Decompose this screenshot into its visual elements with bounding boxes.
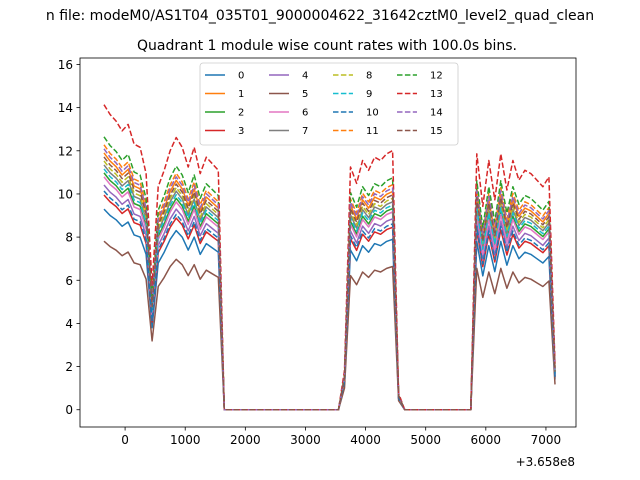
x-tick-label: 2000 bbox=[230, 433, 261, 447]
legend-label-13: 13 bbox=[430, 89, 443, 100]
x-tick-label: 3000 bbox=[290, 433, 321, 447]
legend-label-2: 2 bbox=[238, 108, 244, 119]
legend-label-4: 4 bbox=[302, 71, 308, 82]
legend-label-14: 14 bbox=[430, 108, 443, 119]
y-tick-label: 10 bbox=[58, 187, 73, 201]
legend-label-10: 10 bbox=[366, 108, 379, 119]
x-tick-label: 6000 bbox=[471, 433, 502, 447]
series-line-15 bbox=[103, 156, 556, 411]
legend-label-3: 3 bbox=[238, 126, 244, 137]
legend-label-12: 12 bbox=[430, 71, 443, 82]
series-line-13 bbox=[103, 104, 556, 411]
legend-label-9: 9 bbox=[366, 89, 372, 100]
y-tick-label: 14 bbox=[58, 101, 73, 115]
x-tick-label: 0 bbox=[121, 433, 129, 447]
x-tick-label: 5000 bbox=[410, 433, 441, 447]
legend-label-0: 0 bbox=[238, 71, 244, 82]
y-tick-label: 12 bbox=[58, 144, 73, 158]
y-tick-label: 8 bbox=[65, 231, 73, 245]
y-tick-label: 6 bbox=[65, 274, 73, 288]
series-line-12 bbox=[103, 136, 556, 411]
legend-label-11: 11 bbox=[366, 126, 379, 137]
legend-box bbox=[199, 62, 459, 146]
series-line-14 bbox=[103, 148, 556, 411]
y-tick-label: 0 bbox=[65, 403, 73, 417]
legend-label-8: 8 bbox=[366, 71, 372, 82]
figure-suptitle: n file: modeM0/AS1T04_035T01_9000004622_… bbox=[46, 8, 594, 24]
legend-label-7: 7 bbox=[302, 126, 308, 137]
x-axis-offset-label: +3.658e8 bbox=[516, 455, 575, 469]
plot-frame bbox=[79, 57, 577, 428]
axis-ticks: 0 1000 2000 3000 4000 5000 6000 700002468101214… bbox=[58, 58, 561, 447]
y-tick-label: 4 bbox=[65, 317, 73, 331]
x-tick-label: 1000 bbox=[170, 433, 201, 447]
legend-label-6: 6 bbox=[302, 108, 308, 119]
legend-label-5: 5 bbox=[302, 89, 308, 100]
series-line-10 bbox=[103, 190, 556, 411]
y-tick-label: 16 bbox=[58, 58, 73, 72]
chart-title: Quadrant 1 module wise count rates with … bbox=[137, 38, 517, 54]
y-tick-label: 2 bbox=[65, 360, 73, 374]
x-tick-label: 7000 bbox=[531, 433, 562, 447]
plot-area bbox=[79, 57, 577, 428]
legend-label-1: 1 bbox=[238, 89, 244, 100]
legend-label-15: 15 bbox=[430, 126, 443, 137]
x-tick-label: 4000 bbox=[350, 433, 381, 447]
series-line-5 bbox=[103, 240, 556, 411]
